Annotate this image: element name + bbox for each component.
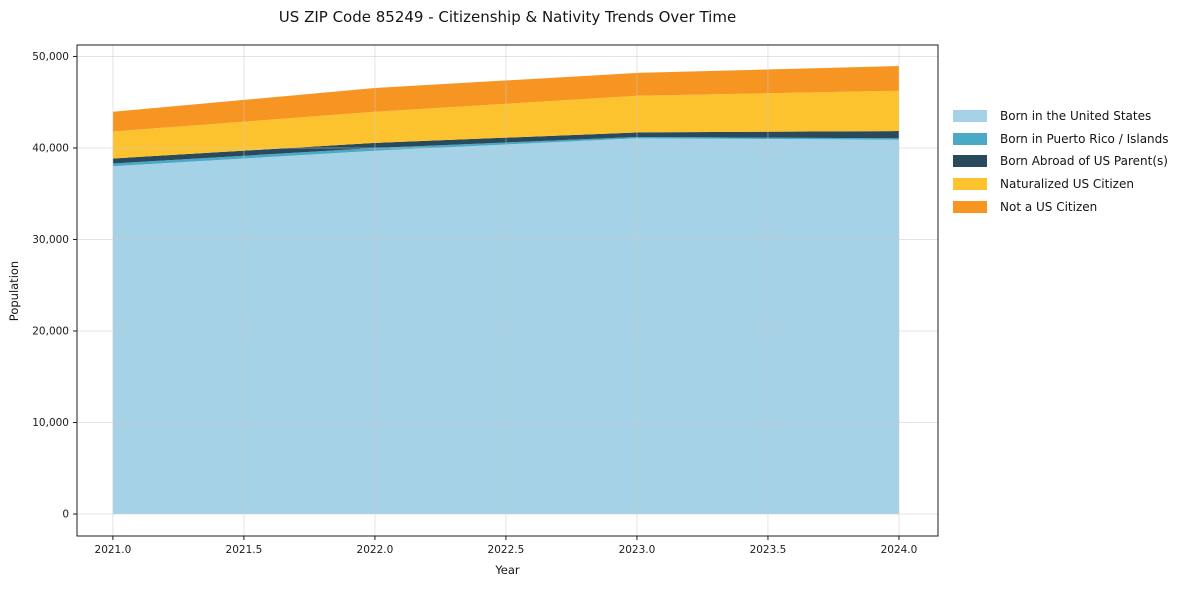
- legend-swatch: [953, 178, 987, 191]
- y-tick-label: 50,000: [32, 51, 69, 63]
- x-tick-label: 2021.5: [226, 544, 263, 556]
- legend-label: Naturalized US Citizen: [1000, 177, 1134, 192]
- legend-item-born-abroad-of-us-parent-s: Born Abroad of US Parent(s): [953, 150, 1169, 173]
- x-tick-label: 2022.0: [357, 544, 394, 556]
- x-tick-label: 2022.5: [488, 544, 525, 556]
- chart-title: US ZIP Code 85249 - Citizenship & Nativi…: [278, 8, 737, 26]
- legend-label: Not a US Citizen: [1000, 199, 1098, 214]
- legend-item-born-in-the-united-states: Born in the United States: [953, 105, 1169, 128]
- legend-label: Born in Puerto Rico / Islands: [1000, 131, 1169, 146]
- area-born-abroad-of-us-parent-s: [112, 131, 899, 164]
- legend-swatch: [953, 132, 987, 145]
- x-tick-label: 2023.0: [619, 544, 656, 556]
- legend-swatch: [953, 200, 987, 213]
- legend-swatch: [953, 110, 987, 123]
- y-tick-label: 10,000: [32, 417, 69, 429]
- x-tick-label: 2021.0: [95, 544, 132, 556]
- legend-item-naturalized-us-citizen: Naturalized US Citizen: [953, 173, 1169, 196]
- x-tick-label: 2023.5: [750, 544, 787, 556]
- legend-swatch: [953, 155, 987, 168]
- y-tick-label: 40,000: [32, 142, 69, 154]
- y-axis-label: Population: [7, 260, 21, 322]
- y-tick-label: 0: [62, 509, 69, 521]
- plot-border: [76, 44, 939, 537]
- y-tick-label: 30,000: [32, 234, 69, 246]
- x-axis-label: Year: [495, 563, 520, 577]
- x-tick-label: 2024.0: [881, 544, 918, 556]
- legend-label: Born in the United States: [1000, 109, 1152, 124]
- y-tick-label: 20,000: [32, 325, 69, 337]
- legend-item-born-in-puerto-rico-islands: Born in Puerto Rico / Islands: [953, 128, 1169, 151]
- legend-item-not-a-us-citizen: Not a US Citizen: [953, 195, 1169, 218]
- legend-label: Born Abroad of US Parent(s): [1000, 154, 1168, 169]
- legend: Born in the United States Born in Puerto …: [953, 105, 1169, 218]
